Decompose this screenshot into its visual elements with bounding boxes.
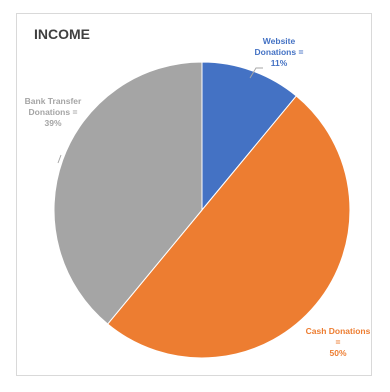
pie-slice-2 <box>53 61 203 325</box>
slice-label-line: Bank Transfer <box>25 96 82 106</box>
leader-line-2 <box>57 154 62 164</box>
leader-line-0 <box>249 67 263 79</box>
slice-label-line: Website <box>263 36 296 46</box>
pie-slices <box>53 61 351 359</box>
slice-label-line: Cash Donations <box>306 326 371 336</box>
slice-label-line: 39% <box>44 118 61 128</box>
pie-slice-0 <box>201 61 298 212</box>
leader-lines <box>57 67 263 164</box>
slice-label-1: Cash Donations = 50% <box>306 326 371 358</box>
slice-labels: Website Donations = 11%Cash Donations = 50%B… <box>25 36 371 358</box>
slice-label-2: Bank Transfer Donations = 39% <box>25 96 82 128</box>
slice-label-line: Donations = <box>255 47 304 57</box>
slice-label-line: Donations = <box>29 107 78 117</box>
slice-label-line: 11% <box>271 58 288 68</box>
pie-slice-1 <box>106 95 351 359</box>
slice-label-0: Website Donations = 11% <box>255 36 304 68</box>
slice-label-line: 50% <box>329 348 346 358</box>
slice-label-line: = <box>336 337 341 347</box>
chart-title: INCOME <box>34 26 90 42</box>
